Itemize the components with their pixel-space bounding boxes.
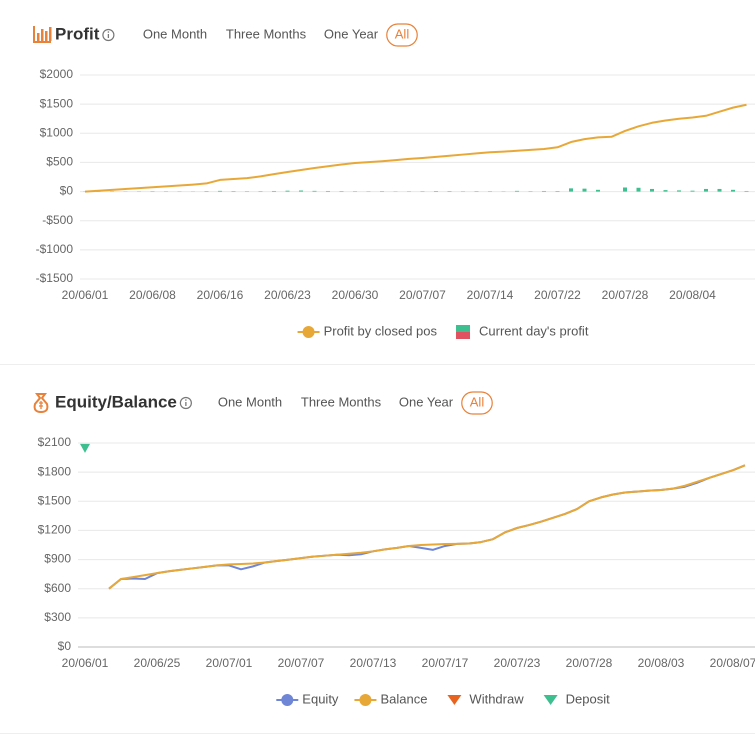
bar [677,190,681,192]
x-tick-label: 20/07/28 [566,656,613,670]
marker [80,443,90,453]
info-icon [107,31,110,33]
bar [731,189,735,192]
bar [434,191,438,192]
legend-icon [543,695,558,705]
series-line [84,103,747,193]
x-tick-label: 20/08/03 [638,656,685,670]
x-tick-label: 20/06/01 [62,656,109,670]
bar [299,190,303,192]
profit-icon [33,26,52,43]
x-tick-label: 20/06/01 [62,288,109,302]
y-tick-label: $500 [46,155,73,169]
range-button[interactable]: Three Months [301,394,382,409]
x-tick-label: 20/06/23 [264,288,311,302]
bar [663,190,668,192]
y-tick-label: $600 [44,581,71,595]
x-tick-label: 20/06/25 [134,656,181,670]
range-button[interactable]: One Year [324,26,379,41]
y-tick-label: -$500 [42,213,73,227]
y-tick-label: $0 [58,639,72,653]
legend-label: Deposit [566,691,610,706]
x-tick-label: 20/07/23 [494,656,541,670]
x-tick-label: 20/07/01 [206,656,253,670]
bar [515,190,519,192]
x-tick-label: 20/07/14 [467,288,514,302]
legend-label: Balance [380,691,427,706]
legend-icon [302,326,315,338]
y-tick-label: $1000 [40,125,74,139]
legend-label: Profit by closed pos [324,323,438,338]
legend-label: Equity [302,691,339,706]
series-line [108,464,746,590]
x-tick-label: 20/06/08 [129,288,176,302]
range-button[interactable]: Three Months [226,26,307,41]
bar [690,190,695,192]
bar [717,188,722,192]
y-tick-label: $900 [44,552,71,566]
info-icon [185,399,187,401]
x-tick-label: 20/08/04 [669,288,716,302]
x-tick-label: 20/08/07 [710,656,755,670]
legend: Equity Balance Withdraw Deposit [276,691,610,706]
y-tick-label: $2000 [40,67,74,81]
y-tick-label: $300 [44,610,71,624]
x-tick-label: 20/07/13 [350,656,397,670]
chart-title: Profit [55,24,100,43]
y-tick-label: $1200 [38,523,72,537]
y-tick-label: $1500 [40,96,74,110]
bar [285,190,290,192]
x-tick-label: 20/07/22 [534,288,581,302]
info-icon [179,396,192,410]
x-tick-label: 20/07/28 [602,288,649,302]
legend-icon [359,694,372,706]
y-tick-label: -$1000 [36,242,74,256]
legend-icon [281,694,294,706]
range-button[interactable]: All [470,394,485,409]
bar [555,191,560,192]
chart-title: Equity/Balance [55,392,177,411]
x-tick-label: 20/06/16 [197,288,244,302]
range-button[interactable]: All [395,26,410,41]
range-button[interactable]: One Month [218,394,282,409]
bar [312,190,317,192]
x-tick-label: 20/07/07 [399,288,446,302]
y-tick-label: $0 [60,184,74,198]
bar [569,188,573,192]
range-button[interactable]: One Year [399,394,454,409]
bar [636,187,641,192]
legend-label: Withdraw [469,691,524,706]
x-tick-label: 20/07/07 [278,656,325,670]
bar [542,190,546,192]
bar [326,190,330,192]
bar [272,190,276,192]
legend: Profit by closed pos Current day's profit [297,323,589,339]
x-tick-label: 20/06/30 [332,288,379,302]
bar [744,190,749,192]
legend-icon [447,695,462,705]
legend-icon [456,325,471,332]
y-tick-label: $2100 [38,435,72,449]
series-line [108,464,746,590]
info-icon [102,28,115,42]
y-tick-label: $1800 [38,464,72,478]
bar [704,188,708,192]
range-button[interactable]: One Month [143,26,207,41]
bar [650,188,654,192]
bar [218,190,222,192]
y-tick-label: $1500 [38,493,72,507]
bar [582,188,587,192]
legend-label: Current day's profit [479,323,589,338]
range-button-pill[interactable] [386,23,418,47]
x-tick-label: 20/07/17 [422,656,469,670]
legend-icon [456,332,471,339]
range-button-pill[interactable] [461,391,493,415]
y-tick-label: -$1500 [36,271,74,285]
bar [623,187,627,192]
money-bag-icon [33,393,49,414]
bar [596,189,600,192]
